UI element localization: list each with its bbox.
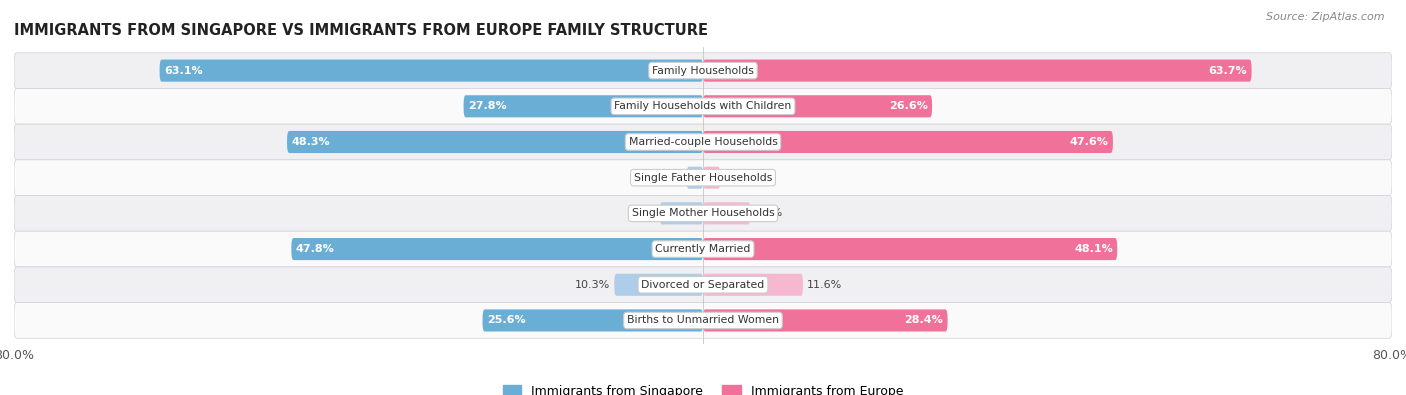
Legend: Immigrants from Singapore, Immigrants from Europe: Immigrants from Singapore, Immigrants fr… xyxy=(498,380,908,395)
FancyBboxPatch shape xyxy=(482,309,703,331)
FancyBboxPatch shape xyxy=(287,131,703,153)
FancyBboxPatch shape xyxy=(703,309,948,331)
FancyBboxPatch shape xyxy=(703,60,1251,82)
Text: Currently Married: Currently Married xyxy=(655,244,751,254)
Text: Single Father Households: Single Father Households xyxy=(634,173,772,182)
FancyBboxPatch shape xyxy=(703,274,803,296)
FancyBboxPatch shape xyxy=(14,303,1392,338)
FancyBboxPatch shape xyxy=(703,95,932,117)
Text: Divorced or Separated: Divorced or Separated xyxy=(641,280,765,290)
Text: 2.0%: 2.0% xyxy=(724,173,752,182)
FancyBboxPatch shape xyxy=(14,53,1392,88)
Text: Family Households with Children: Family Households with Children xyxy=(614,101,792,111)
Text: 63.1%: 63.1% xyxy=(165,66,202,75)
FancyBboxPatch shape xyxy=(14,231,1392,267)
Text: 1.9%: 1.9% xyxy=(654,173,682,182)
Text: Births to Unmarried Women: Births to Unmarried Women xyxy=(627,316,779,325)
Text: IMMIGRANTS FROM SINGAPORE VS IMMIGRANTS FROM EUROPE FAMILY STRUCTURE: IMMIGRANTS FROM SINGAPORE VS IMMIGRANTS … xyxy=(14,23,709,38)
Text: 5.0%: 5.0% xyxy=(627,209,655,218)
Text: 47.6%: 47.6% xyxy=(1070,137,1108,147)
FancyBboxPatch shape xyxy=(686,167,703,189)
FancyBboxPatch shape xyxy=(14,124,1392,160)
FancyBboxPatch shape xyxy=(703,238,1118,260)
Text: 28.4%: 28.4% xyxy=(904,316,943,325)
FancyBboxPatch shape xyxy=(14,160,1392,196)
Text: Single Mother Households: Single Mother Households xyxy=(631,209,775,218)
Text: 11.6%: 11.6% xyxy=(807,280,842,290)
FancyBboxPatch shape xyxy=(464,95,703,117)
Text: Family Households: Family Households xyxy=(652,66,754,75)
Text: 26.6%: 26.6% xyxy=(889,101,928,111)
Text: Source: ZipAtlas.com: Source: ZipAtlas.com xyxy=(1267,12,1385,22)
FancyBboxPatch shape xyxy=(160,60,703,82)
FancyBboxPatch shape xyxy=(703,202,751,224)
Text: 5.5%: 5.5% xyxy=(755,209,783,218)
FancyBboxPatch shape xyxy=(14,88,1392,124)
Text: 48.3%: 48.3% xyxy=(291,137,330,147)
Text: 25.6%: 25.6% xyxy=(486,316,526,325)
Text: 48.1%: 48.1% xyxy=(1074,244,1114,254)
Text: Married-couple Households: Married-couple Households xyxy=(628,137,778,147)
FancyBboxPatch shape xyxy=(659,202,703,224)
Text: 47.8%: 47.8% xyxy=(295,244,335,254)
Text: 10.3%: 10.3% xyxy=(575,280,610,290)
FancyBboxPatch shape xyxy=(703,167,720,189)
FancyBboxPatch shape xyxy=(614,274,703,296)
FancyBboxPatch shape xyxy=(14,267,1392,303)
FancyBboxPatch shape xyxy=(291,238,703,260)
Text: 27.8%: 27.8% xyxy=(468,101,506,111)
FancyBboxPatch shape xyxy=(703,131,1114,153)
FancyBboxPatch shape xyxy=(14,196,1392,231)
Text: 63.7%: 63.7% xyxy=(1209,66,1247,75)
